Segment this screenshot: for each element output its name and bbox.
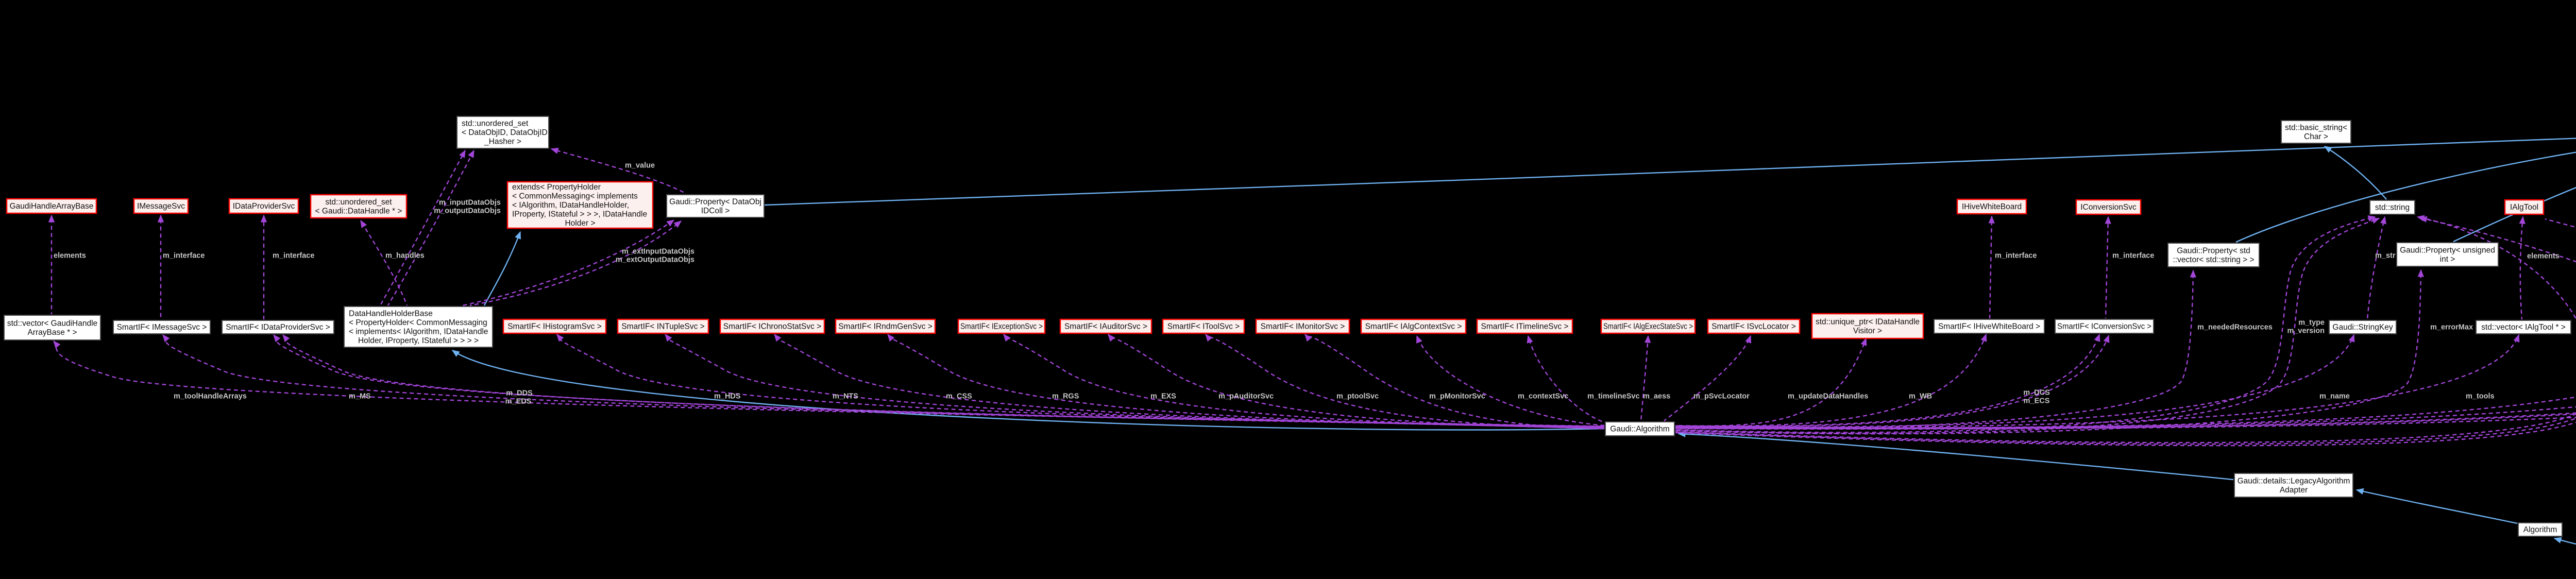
svg-text:m_value: m_value — [625, 162, 655, 170]
svg-text:::vector< std::string > >: ::vector< std::string > > — [2173, 256, 2254, 264]
svg-text:m_EDS: m_EDS — [505, 398, 532, 406]
svg-text:SmartIF< IAuditorSvc >: SmartIF< IAuditorSvc > — [1064, 322, 1147, 331]
svg-text:std::vector< GaudiHandle: std::vector< GaudiHandle — [7, 319, 97, 328]
svg-text:m_inputDataObjs: m_inputDataObjs — [439, 199, 501, 207]
svg-text:< implements< IAlgorithm, IDat: < implements< IAlgorithm, IDataHandle — [349, 328, 488, 336]
svg-text:m_type: m_type — [2298, 319, 2325, 327]
svg-text:< PropertyHolder< CommonMessag: < PropertyHolder< CommonMessaging — [349, 318, 487, 327]
svg-text:m_pSvcLocator: m_pSvcLocator — [1693, 393, 1750, 401]
svg-text:std::unordered_set: std::unordered_set — [325, 198, 392, 207]
svg-text:m_errorMax: m_errorMax — [2430, 323, 2473, 332]
svg-text:SmartIF< IAlgExecStateSvc >: SmartIF< IAlgExecStateSvc > — [1603, 322, 1693, 331]
svg-text:IAlgTool: IAlgTool — [2510, 203, 2538, 212]
svg-text:SmartIF< IHistogramSvc >: SmartIF< IHistogramSvc > — [507, 322, 602, 331]
svg-text:m_WB: m_WB — [1909, 393, 1932, 401]
svg-text:Gaudi::details::LegacyAlgorith: Gaudi::details::LegacyAlgorithm — [2238, 477, 2350, 486]
svg-text:m_interface: m_interface — [1995, 252, 2037, 260]
svg-text:m_RGS: m_RGS — [1052, 393, 1079, 401]
svg-text:SmartIF< INTupleSvc >: SmartIF< INTupleSvc > — [621, 322, 704, 331]
svg-text:m_DCS: m_DCS — [2023, 389, 2050, 397]
svg-text:m_interface: m_interface — [163, 252, 205, 260]
svg-text:SmartIF< IHiveWhiteBoard >: SmartIF< IHiveWhiteBoard > — [1938, 322, 2040, 331]
svg-text:SmartIF< IRndmGenSvc >: SmartIF< IRndmGenSvc > — [838, 322, 933, 331]
svg-text:Holder, IProperty, IStateful >: Holder, IProperty, IStateful > > > > — [358, 336, 479, 345]
svg-text:m_extOutputDataObjs: m_extOutputDataObjs — [616, 256, 694, 264]
svg-text:m_version: m_version — [2287, 327, 2325, 335]
svg-text:Holder >: Holder > — [565, 219, 595, 228]
svg-text:m_tools: m_tools — [2466, 393, 2495, 401]
svg-text:IDataProviderSvc: IDataProviderSvc — [233, 202, 295, 211]
svg-text:m_contextSvc: m_contextSvc — [1518, 393, 1568, 401]
svg-text:m_CSS: m_CSS — [946, 393, 972, 401]
svg-text:GaudiHandleArrayBase: GaudiHandleArrayBase — [10, 202, 94, 211]
svg-text:Gaudi::StringKey: Gaudi::StringKey — [2332, 323, 2393, 332]
svg-text:int >: int > — [2440, 255, 2455, 264]
svg-text:std::vector< IAlgTool * >: std::vector< IAlgTool * > — [2481, 323, 2566, 332]
svg-text:ArrayBase * >: ArrayBase * > — [27, 328, 77, 337]
svg-text:< DataObjID, DataObjID: < DataObjID, DataObjID — [462, 128, 548, 137]
svg-text:Adapter: Adapter — [2280, 486, 2308, 495]
svg-text:m_interface: m_interface — [273, 252, 314, 260]
svg-text:m_pMonitorSvc: m_pMonitorSvc — [1429, 393, 1485, 401]
svg-text:m_neededResources: m_neededResources — [2197, 323, 2273, 332]
svg-text:SmartIF< IMonitorSvc >: SmartIF< IMonitorSvc > — [1261, 322, 1345, 331]
svg-text:m_MS: m_MS — [349, 393, 371, 401]
svg-text:< CommonMessaging< implements: < CommonMessaging< implements — [512, 192, 638, 201]
svg-text:Algorithm: Algorithm — [2523, 525, 2557, 534]
svg-text:IDColl >: IDColl > — [701, 207, 730, 215]
svg-text:m_DDS: m_DDS — [506, 389, 533, 398]
svg-text:std::string: std::string — [2375, 203, 2410, 212]
svg-text:SmartIF< IExceptionSvc >: SmartIF< IExceptionSvc > — [960, 322, 1043, 331]
svg-text:Visitor >: Visitor > — [1853, 327, 1882, 335]
svg-text:SmartIF< IDataProviderSvc >: SmartIF< IDataProviderSvc > — [226, 323, 330, 332]
svg-text:m_ptoolSvc: m_ptoolSvc — [1336, 393, 1379, 401]
svg-text:m_name: m_name — [2319, 393, 2350, 401]
svg-text:Gaudi::Property< DataObj: Gaudi::Property< DataObj — [669, 197, 761, 206]
svg-text:SmartIF< ISvcLocator >: SmartIF< ISvcLocator > — [1711, 322, 1796, 331]
svg-text:m_interface: m_interface — [2112, 252, 2154, 260]
svg-text:SmartIF< IToolSvc >: SmartIF< IToolSvc > — [1167, 322, 1240, 331]
svg-text:std::unordered_set: std::unordered_set — [462, 120, 529, 128]
svg-text:Char >: Char > — [2304, 132, 2328, 141]
svg-text:_Hasher >: _Hasher > — [484, 138, 521, 146]
svg-text:std::basic_string<: std::basic_string< — [2285, 123, 2347, 132]
svg-text:m_toolHandleArrays: m_toolHandleArrays — [174, 393, 247, 401]
svg-text:SmartIF< IConversionSvc >: SmartIF< IConversionSvc > — [2057, 322, 2151, 331]
svg-text:DataHandleHolderBase: DataHandleHolderBase — [349, 310, 433, 318]
svg-text:< IAlgorithm, IDataHandleHolde: < IAlgorithm, IDataHandleHolder, — [512, 201, 629, 210]
svg-text:extends< PropertyHolder: extends< PropertyHolder — [512, 183, 601, 192]
svg-text:m_NTS: m_NTS — [833, 393, 858, 401]
svg-text:m_ECS: m_ECS — [2024, 397, 2050, 405]
svg-text:m_extInputDataObjs: m_extInputDataObjs — [622, 248, 694, 256]
svg-text:IConversionSvc: IConversionSvc — [2080, 203, 2137, 212]
svg-text:SmartIF< IChronoStatSvc >: SmartIF< IChronoStatSvc > — [723, 322, 821, 331]
svg-text:m_EXS: m_EXS — [1150, 393, 1176, 401]
svg-text:m_pAuditorSvc: m_pAuditorSvc — [1218, 393, 1274, 401]
svg-text:m_aess: m_aess — [1643, 393, 1670, 401]
svg-text:m_updateDataHandles: m_updateDataHandles — [1788, 393, 1868, 401]
svg-text:elements: elements — [2527, 252, 2560, 261]
svg-text:m_str: m_str — [2375, 252, 2396, 260]
svg-text:SmartIF< IMessageSvc >: SmartIF< IMessageSvc > — [117, 323, 207, 332]
svg-text:IProperty, IStateful > > >, ID: IProperty, IStateful > > >, IDataHandle — [512, 210, 647, 219]
svg-text:< Gaudi::DataHandle * >: < Gaudi::DataHandle * > — [315, 207, 402, 215]
svg-text:IHiveWhiteBoard: IHiveWhiteBoard — [1962, 202, 2022, 211]
svg-text:m_outputDataObjs: m_outputDataObjs — [434, 207, 501, 215]
svg-text:m_handles: m_handles — [385, 252, 425, 260]
svg-text:IMessageSvc: IMessageSvc — [137, 202, 185, 211]
svg-text:m_HDS: m_HDS — [714, 393, 741, 401]
svg-text:Gaudi::Algorithm: Gaudi::Algorithm — [1610, 425, 1669, 434]
svg-text:Gaudi::Property< std: Gaudi::Property< std — [2177, 246, 2250, 255]
svg-text:m_timelineSvc: m_timelineSvc — [1587, 393, 1640, 401]
svg-text:Gaudi::Property< unsigned: Gaudi::Property< unsigned — [2400, 246, 2495, 254]
svg-text:SmartIF< IAlgContextSvc >: SmartIF< IAlgContextSvc > — [1365, 322, 1462, 331]
svg-text:std::unique_ptr< IDataHandle: std::unique_ptr< IDataHandle — [1816, 318, 1920, 327]
svg-text:SmartIF< ITimelineSvc >: SmartIF< ITimelineSvc > — [1481, 322, 1569, 331]
svg-text:elements: elements — [54, 252, 86, 260]
